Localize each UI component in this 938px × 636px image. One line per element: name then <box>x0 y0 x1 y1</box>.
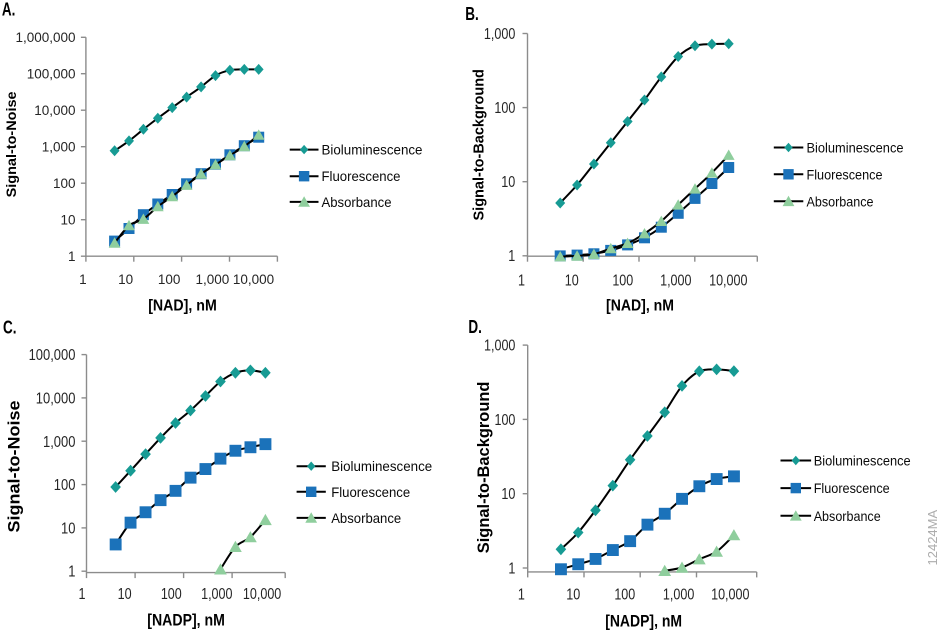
svg-text:Absorbance: Absorbance <box>322 194 392 210</box>
svg-text:1: 1 <box>508 248 515 265</box>
svg-text:100: 100 <box>158 272 181 287</box>
svg-text:100: 100 <box>612 273 633 290</box>
svg-text:10: 10 <box>501 486 515 503</box>
svg-text:[NAD], nM: [NAD], nM <box>148 298 217 315</box>
svg-text:1,000: 1,000 <box>660 273 691 290</box>
svg-text:Fluorescence: Fluorescence <box>814 480 890 496</box>
svg-text:10: 10 <box>566 587 580 604</box>
svg-text:10: 10 <box>118 272 133 287</box>
svg-text:C.: C. <box>3 318 17 338</box>
svg-text:Bioluminescence: Bioluminescence <box>322 142 423 158</box>
svg-text:Signal-to-Background: Signal-to-Background <box>471 69 488 220</box>
svg-text:1: 1 <box>518 273 525 290</box>
svg-text:1,000: 1,000 <box>201 586 232 603</box>
svg-text:Absorbance: Absorbance <box>814 508 881 524</box>
svg-text:Bioluminescence: Bioluminescence <box>807 140 904 156</box>
svg-text:100: 100 <box>54 477 76 494</box>
svg-text:Bioluminescence: Bioluminescence <box>331 458 432 474</box>
svg-text:100,000: 100,000 <box>27 67 76 82</box>
svg-text:Absorbance: Absorbance <box>331 510 401 526</box>
svg-text:Fluorescence: Fluorescence <box>807 166 883 182</box>
svg-text:B.: B. <box>465 4 479 24</box>
svg-text:100: 100 <box>161 586 182 603</box>
svg-text:Signal-to-Noise: Signal-to-Noise <box>4 401 23 533</box>
svg-text:10: 10 <box>118 586 132 603</box>
svg-text:Signal-to-Background: Signal-to-Background <box>474 382 493 554</box>
svg-text:Fluorescence: Fluorescence <box>331 484 410 500</box>
svg-text:10,000: 10,000 <box>243 586 281 603</box>
svg-text:1: 1 <box>79 586 86 603</box>
svg-text:100,000: 100,000 <box>29 347 76 364</box>
svg-text:1,000: 1,000 <box>663 587 694 604</box>
svg-text:A.: A. <box>2 0 16 19</box>
svg-text:1: 1 <box>508 560 515 577</box>
svg-text:10,000: 10,000 <box>233 272 274 287</box>
svg-text:Absorbance: Absorbance <box>807 193 874 209</box>
svg-text:D.: D. <box>468 317 482 337</box>
svg-text:10,000: 10,000 <box>34 103 75 118</box>
svg-text:1,000: 1,000 <box>484 26 515 43</box>
svg-text:1,000: 1,000 <box>196 272 230 287</box>
svg-text:10,000: 10,000 <box>711 587 749 604</box>
svg-text:10: 10 <box>60 212 75 227</box>
svg-text:Signal-to-Noise: Signal-to-Noise <box>3 91 19 197</box>
svg-text:100: 100 <box>614 587 635 604</box>
svg-text:[NADP], nM: [NADP], nM <box>147 610 225 629</box>
svg-text:10: 10 <box>565 273 579 290</box>
svg-text:100: 100 <box>495 412 516 429</box>
svg-text:Fluorescence: Fluorescence <box>322 168 401 184</box>
svg-text:[NAD], nM: [NAD], nM <box>606 298 674 315</box>
svg-text:10,000: 10,000 <box>36 391 76 408</box>
svg-text:1,000: 1,000 <box>484 338 515 355</box>
svg-text:1: 1 <box>68 249 76 264</box>
svg-text:1,000: 1,000 <box>43 434 76 451</box>
svg-text:100: 100 <box>494 100 515 117</box>
svg-text:1,000,000: 1,000,000 <box>15 30 75 45</box>
svg-text:1,000: 1,000 <box>42 140 76 155</box>
svg-text:1: 1 <box>68 564 75 581</box>
svg-text:100: 100 <box>53 176 76 191</box>
svg-text:Bioluminescence: Bioluminescence <box>814 453 911 469</box>
svg-text:10,000: 10,000 <box>709 273 747 290</box>
svg-text:10: 10 <box>501 174 515 191</box>
svg-text:12424MA: 12424MA <box>925 510 938 566</box>
svg-text:10: 10 <box>61 520 76 537</box>
svg-text:1: 1 <box>518 587 525 604</box>
svg-text:[NADP], nM: [NADP], nM <box>605 612 682 631</box>
svg-text:1: 1 <box>79 272 87 287</box>
